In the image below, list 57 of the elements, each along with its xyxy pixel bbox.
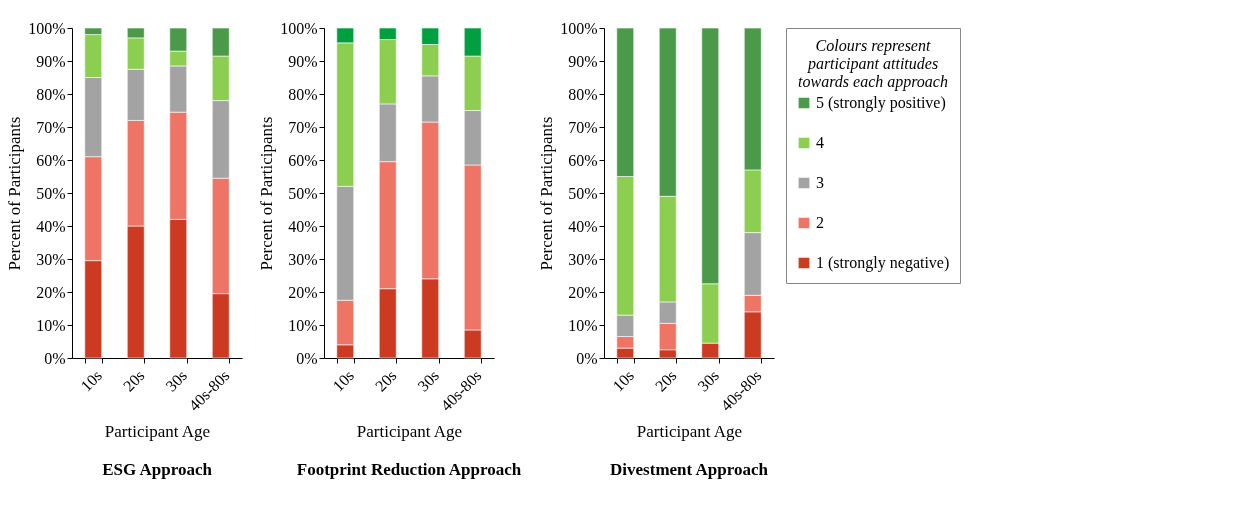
y-tick-label: 20% [288,283,318,301]
y-tick-label: 80% [36,85,66,103]
y-tick-label: 40% [568,217,598,235]
x-tick-label: 20s [371,366,400,395]
y-tick-label: 40% [36,217,66,235]
y-axis-title: Percent of Participants [5,116,25,271]
y-tick-label: 30% [568,250,598,268]
y-tick-label: 0% [576,349,598,367]
y-tick-label: 60% [288,151,318,169]
y-tick-label: 90% [36,52,66,70]
y-tick-label: 50% [568,184,598,202]
text: ESG Approach [102,459,213,479]
x-axis-title: Participant Age [636,422,743,442]
y-tick-label: 80% [568,85,598,103]
y-tick-label: 100% [560,19,598,37]
y-tick-label: 70% [568,118,598,136]
x-tick-label: 20s [651,366,680,395]
legend-label: 2 [816,214,824,231]
y-tick-label: 30% [288,250,318,268]
y-tick-label: 20% [36,283,66,301]
y-tick-label: 90% [288,52,318,70]
y-tick-label: 100% [28,19,66,37]
y-axis-title: Percent of Participants [537,116,557,271]
x-tick-label: 10s [77,366,106,395]
y-tick-label: 70% [36,118,66,136]
y-tick-label: 70% [288,118,318,136]
x-tick-label: 20s [119,366,148,395]
y-tick-label: 20% [568,283,598,301]
text: Footprint Reduction Approach [296,459,522,479]
legend-label: 1 (strongly negative) [816,254,950,272]
legend-title: Colours represent participant attitudes towards each approach [798,37,948,91]
y-tick-label: 60% [36,151,66,169]
y-tick-label: 10% [568,316,598,334]
y-tick-label: 0% [44,349,66,367]
y-tick-label: 50% [36,184,66,202]
text: Divestment Approach [610,459,769,479]
y-tick-label: 80% [288,85,318,103]
x-tick-label: 30s [162,366,191,395]
legend-label: 3 [816,174,824,191]
x-tick-label: 10s [609,366,638,395]
y-axis-title: Percent of Participants [257,116,277,271]
y-tick-label: 90% [568,52,598,70]
x-axis-title: Participant Age [104,422,211,442]
x-tick-label: 10s [329,366,358,395]
x-axis-title: Participant Age [356,422,463,442]
y-tick-label: 10% [36,316,66,334]
x-tick-label: 30s [694,366,723,395]
y-tick-label: 50% [288,184,318,202]
y-tick-label: 0% [296,349,318,367]
legend-label: 5 (strongly positive) [816,94,946,112]
x-tick-label: 30s [414,366,443,395]
y-tick-label: 60% [568,151,598,169]
y-tick-label: 10% [288,316,318,334]
y-tick-label: 100% [280,19,318,37]
legend-label: 4 [816,134,824,151]
y-tick-label: 40% [288,217,318,235]
y-tick-label: 30% [36,250,66,268]
